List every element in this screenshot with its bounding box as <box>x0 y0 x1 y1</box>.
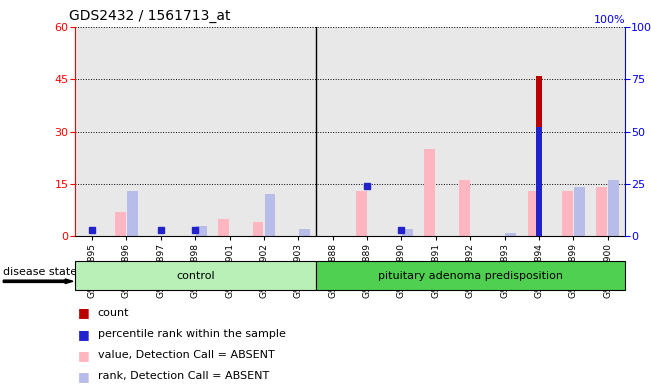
Text: 100%: 100% <box>593 15 625 25</box>
Text: pituitary adenoma predisposition: pituitary adenoma predisposition <box>378 270 562 281</box>
Bar <box>536 127 542 236</box>
Text: control: control <box>176 270 215 281</box>
Text: count: count <box>98 308 129 318</box>
Bar <box>218 219 229 236</box>
Bar <box>536 76 542 236</box>
Bar <box>527 191 538 236</box>
Bar <box>196 226 206 236</box>
Text: ■: ■ <box>78 349 90 362</box>
Bar <box>115 212 126 236</box>
Bar <box>562 191 573 236</box>
Bar <box>505 233 516 236</box>
Bar <box>299 229 310 236</box>
Text: GDS2432 / 1561713_at: GDS2432 / 1561713_at <box>70 9 231 23</box>
Text: rank, Detection Call = ABSENT: rank, Detection Call = ABSENT <box>98 371 269 381</box>
Bar <box>253 222 264 236</box>
Bar <box>459 180 469 236</box>
Bar <box>127 191 138 236</box>
Text: ■: ■ <box>78 306 90 319</box>
Text: ■: ■ <box>78 370 90 383</box>
Bar <box>264 194 275 236</box>
Text: ■: ■ <box>78 328 90 341</box>
Bar <box>424 149 436 236</box>
Text: disease state: disease state <box>3 266 77 277</box>
Text: value, Detection Call = ABSENT: value, Detection Call = ABSENT <box>98 350 275 360</box>
Text: percentile rank within the sample: percentile rank within the sample <box>98 329 286 339</box>
Bar <box>574 187 585 236</box>
Bar <box>355 191 367 236</box>
Bar <box>596 187 607 236</box>
Bar <box>609 180 619 236</box>
Bar <box>402 229 413 236</box>
